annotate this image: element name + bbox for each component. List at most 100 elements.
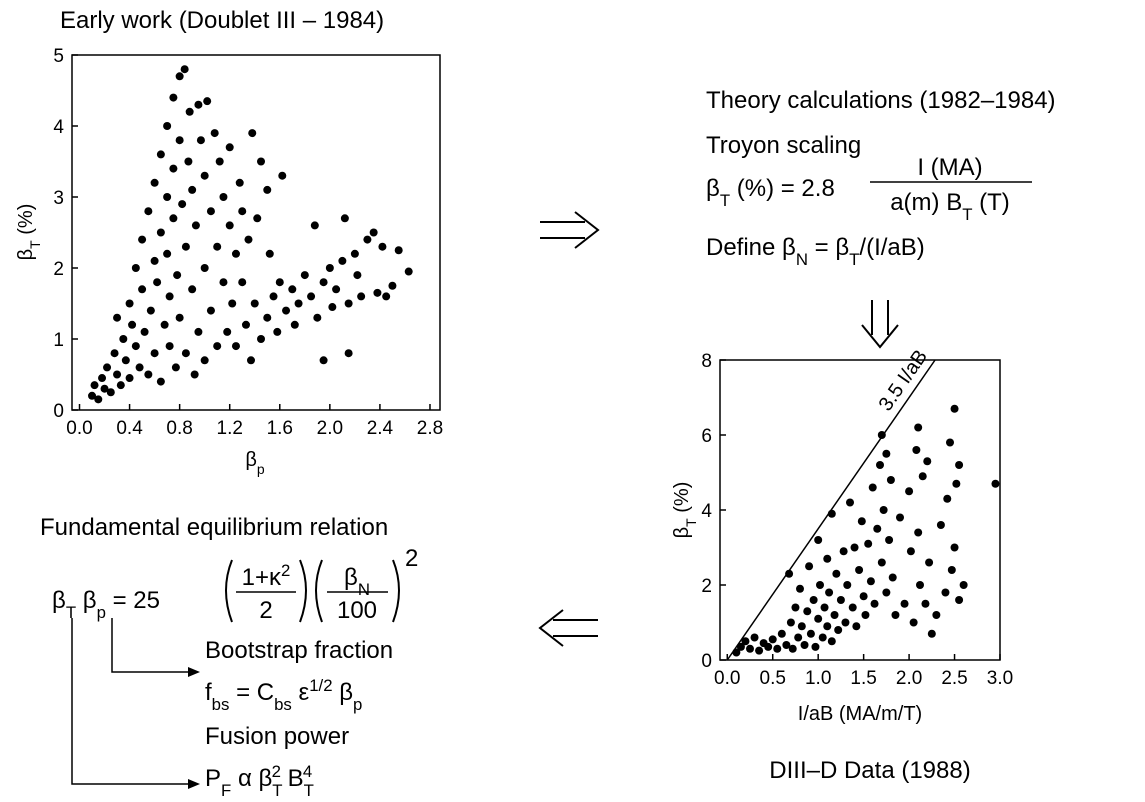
t: β <box>76 587 96 614</box>
point <box>135 363 144 372</box>
point <box>156 377 165 386</box>
axis-label: βp <box>245 449 265 477</box>
point <box>103 363 112 372</box>
point <box>200 171 209 180</box>
point <box>310 221 319 230</box>
t: = β <box>808 234 849 261</box>
point <box>868 483 877 492</box>
point <box>225 221 234 230</box>
t: 2 <box>272 762 281 781</box>
point <box>791 603 800 612</box>
point <box>328 303 337 312</box>
point <box>169 93 178 102</box>
t: P <box>205 765 221 792</box>
point <box>344 299 353 308</box>
axis-label-part: β <box>671 527 693 539</box>
point <box>852 622 861 631</box>
connector <box>111 618 188 673</box>
point <box>206 306 215 315</box>
point <box>153 278 162 287</box>
point <box>855 566 864 574</box>
point <box>900 599 909 608</box>
t: β <box>344 564 358 591</box>
point <box>879 506 888 514</box>
point <box>378 242 387 251</box>
point <box>873 524 882 533</box>
point <box>836 596 845 604</box>
t: N <box>358 580 370 599</box>
point <box>825 588 834 597</box>
point <box>823 554 832 563</box>
right-arrow <box>540 211 600 249</box>
point <box>947 566 956 574</box>
point <box>832 569 841 578</box>
point <box>238 207 247 216</box>
point <box>885 536 894 544</box>
point <box>273 327 282 336</box>
axis-label: I/aB (MA/m/T) <box>798 703 922 725</box>
point <box>257 335 266 343</box>
point <box>171 363 180 372</box>
t: 1/2 <box>309 676 332 695</box>
point <box>921 599 930 608</box>
point <box>839 547 848 556</box>
point <box>100 384 109 393</box>
y-tick-label: 3 <box>53 188 64 209</box>
point <box>163 193 172 201</box>
point <box>820 603 829 612</box>
point <box>228 299 237 308</box>
numerator: 1+κ2 <box>242 561 291 592</box>
point <box>796 584 804 593</box>
point <box>241 320 250 329</box>
point <box>156 150 165 159</box>
point <box>353 271 362 280</box>
equation: Define βN = βT/(I/aB) <box>706 234 925 269</box>
point <box>313 313 322 322</box>
point <box>877 558 886 567</box>
plot-frame <box>719 359 1001 661</box>
point <box>106 388 115 397</box>
point <box>950 543 959 552</box>
axis-label-part: (%) <box>15 204 37 241</box>
point <box>307 292 316 301</box>
y-tick-label: 4 <box>701 501 712 522</box>
x-tick-label: 1.2 <box>217 418 243 439</box>
plot-frame <box>71 54 441 411</box>
point <box>125 374 134 383</box>
axis-label-part: I/aB (MA/m/T) <box>798 703 922 725</box>
t: Define β <box>706 234 796 261</box>
point <box>244 235 253 244</box>
down-arrow <box>861 300 899 349</box>
point <box>943 494 952 503</box>
point <box>388 281 397 290</box>
point <box>150 256 159 265</box>
point <box>248 129 257 138</box>
text: Theory calculations (1982–1984) <box>706 87 1056 114</box>
x-tick-label: 2.0 <box>896 668 922 689</box>
point <box>300 271 309 280</box>
left-arrow <box>538 609 598 647</box>
point <box>138 285 147 294</box>
t: α β <box>231 765 272 792</box>
point <box>932 611 941 619</box>
point <box>866 577 875 586</box>
point <box>777 629 786 638</box>
t: β <box>333 679 353 706</box>
point <box>194 327 203 336</box>
point <box>181 349 190 358</box>
axis-label-part: p <box>257 461 265 477</box>
point <box>905 487 914 496</box>
point <box>231 342 240 351</box>
point <box>912 446 921 454</box>
text: Fundamental equilibrium relation <box>40 514 388 541</box>
point <box>150 349 159 358</box>
t: (T) <box>972 189 1009 216</box>
point <box>190 370 199 379</box>
t: /(I/aB) <box>859 234 924 261</box>
point <box>750 633 759 642</box>
point <box>736 642 745 651</box>
chart-title: DIII–D Data (1988) <box>769 757 970 784</box>
equation: βT βp = 25 <box>52 587 160 622</box>
point <box>888 573 897 582</box>
point <box>764 642 773 651</box>
